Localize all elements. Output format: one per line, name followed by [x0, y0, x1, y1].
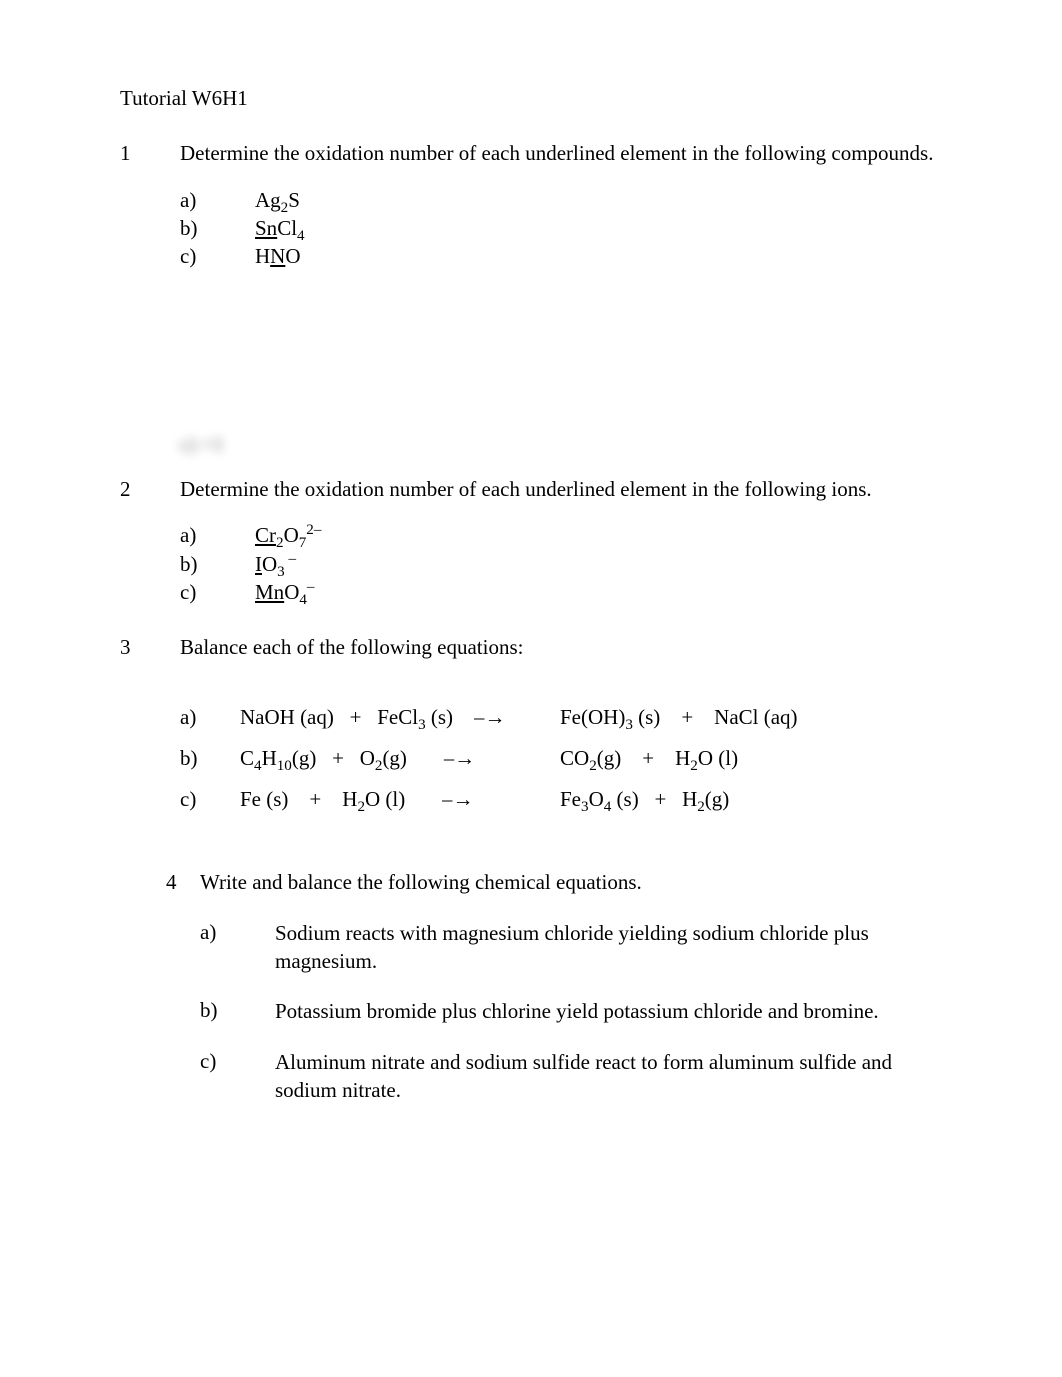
q2-item-b: b) IO3 – — [180, 550, 942, 578]
q3-b-label: b) — [180, 745, 240, 772]
q4-b-text: Potassium bromide plus chlorine yield po… — [275, 997, 942, 1025]
question-3: 3 Balance each of the following equation… — [120, 634, 942, 827]
q3-a-label: a) — [180, 704, 240, 731]
q1-b-label: b) — [180, 214, 255, 242]
question-2: 2 Determine the oxidation number of each… — [120, 476, 942, 606]
q3-c-left: Fe (s) + H2O (l) ⎯→ — [240, 786, 560, 813]
q3-eq-b: b) C4H10(g) + O2(g) ⎯→ CO2(g) + H2O (l) — [180, 745, 942, 772]
q1-c-formula: HNO — [255, 242, 942, 270]
q4-c-text: Aluminum nitrate and sodium sulfide reac… — [275, 1048, 942, 1105]
q4-item-c: c) Aluminum nitrate and sodium sulfide r… — [200, 1048, 942, 1105]
q2-b-label: b) — [180, 550, 255, 578]
q2-a-formula: Cr2O72– — [255, 521, 942, 549]
q1-number: 1 — [120, 140, 180, 270]
q3-b-right: CO2(g) + H2O (l) — [560, 745, 942, 772]
q2-prompt: Determine the oxidation number of each u… — [180, 476, 942, 503]
q3-eq-a: a) NaOH (aq) + FeCl3 (s) ⎯→ Fe(OH)3 (s) … — [180, 704, 942, 731]
q1-item-c: c) HNO — [180, 242, 942, 270]
q3-b-left: C4H10(g) + O2(g) ⎯→ — [240, 745, 560, 772]
question-1: 1 Determine the oxidation number of each… — [120, 140, 942, 270]
q1-item-b: b) SnCl4 — [180, 214, 942, 242]
q4-a-label: a) — [200, 919, 275, 976]
q2-c-label: c) — [180, 578, 255, 606]
q2-a-label: a) — [180, 521, 255, 549]
arrow-icon: ⎯→ — [444, 747, 476, 770]
q4-number: 4 — [166, 869, 200, 896]
q4-b-label: b) — [200, 997, 275, 1025]
q3-prompt: Balance each of the following equations: — [180, 634, 942, 661]
q2-b-formula: IO3 – — [255, 550, 942, 578]
q4-item-a: a) Sodium reacts with magnesium chloride… — [200, 919, 942, 976]
blurred-hint: c) +1 — [180, 431, 224, 458]
q2-item-c: c) MnO4– — [180, 578, 942, 606]
q2-c-formula: MnO4– — [255, 578, 942, 606]
q1-item-a: a) Ag2S — [180, 186, 942, 214]
q4-prompt: Write and balance the following chemical… — [200, 869, 642, 896]
q3-c-right: Fe3O4 (s) + H2(g) — [560, 786, 942, 813]
q4-a-text: Sodium reacts with magnesium chloride yi… — [275, 919, 942, 976]
q4-item-b: b) Potassium bromide plus chlorine yield… — [200, 997, 942, 1025]
q3-eq-c: c) Fe (s) + H2O (l) ⎯→ Fe3O4 (s) + H2(g) — [180, 786, 942, 813]
q1-b-formula: SnCl4 — [255, 214, 942, 242]
q1-a-label: a) — [180, 186, 255, 214]
q3-a-right: Fe(OH)3 (s) + NaCl (aq) — [560, 704, 942, 731]
q2-item-a: a) Cr2O72– — [180, 521, 942, 549]
q1-prompt: Determine the oxidation number of each u… — [180, 140, 942, 167]
q3-number: 3 — [120, 634, 180, 827]
q2-number: 2 — [120, 476, 180, 606]
q3-c-label: c) — [180, 786, 240, 813]
arrow-icon: ⎯→ — [442, 788, 474, 811]
q3-a-left: NaOH (aq) + FeCl3 (s) ⎯→ — [240, 704, 560, 731]
question-4: 4 Write and balance the following chemic… — [166, 869, 942, 1104]
arrow-icon: ⎯→ — [474, 706, 506, 729]
page-title: Tutorial W6H1 — [120, 85, 942, 112]
q1-a-formula: Ag2S — [255, 186, 942, 214]
q1-c-label: c) — [180, 242, 255, 270]
q4-c-label: c) — [200, 1048, 275, 1105]
